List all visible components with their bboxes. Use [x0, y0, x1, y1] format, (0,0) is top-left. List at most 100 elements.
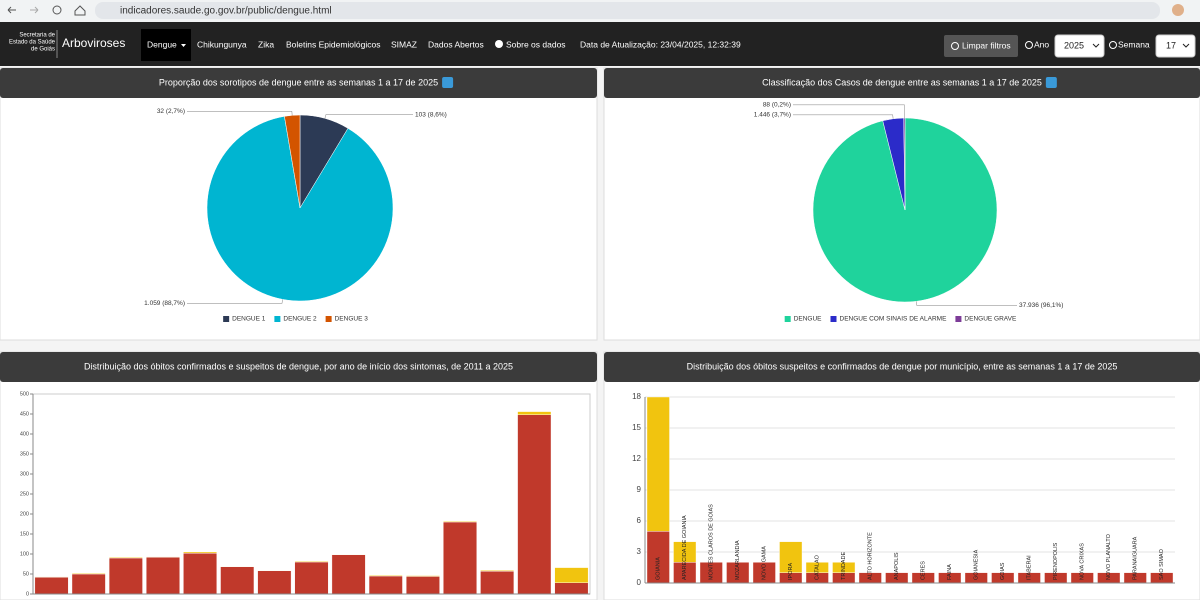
logo-line: de Goiás [31, 47, 55, 53]
clock-icon [1109, 41, 1117, 49]
legend-label: DENGUE 1 [232, 316, 266, 323]
home-button[interactable] [74, 5, 86, 16]
year-value: 2025 [1064, 40, 1084, 50]
update-time: Data de Atualização: 23/04/2025, 12:32:3… [580, 39, 741, 49]
y-tick-label: 400 [20, 431, 29, 437]
bar-segment [832, 562, 856, 573]
legend-label: DENGUE [794, 316, 822, 323]
legend-swatch [830, 316, 837, 322]
bar-segment [294, 561, 329, 595]
panel-title: Distribuição dos óbitos suspeitos e conf… [687, 361, 1118, 371]
reload-button[interactable] [52, 5, 62, 15]
panel-title: Distribuição dos óbitos confirmados e su… [84, 361, 513, 371]
bar-segment [673, 541, 697, 563]
panel [603, 351, 1200, 600]
bar-segment [554, 582, 589, 595]
data-label: 32 (2,7%) [157, 108, 185, 115]
y-tick-label: 50 [23, 571, 29, 577]
leader-line [187, 299, 284, 304]
panel-header [604, 68, 1200, 98]
week-select[interactable] [1155, 34, 1196, 58]
bar-segment [779, 541, 803, 573]
legend-swatch [784, 316, 791, 322]
brand[interactable]: Arboviroses [62, 36, 125, 50]
x-tick-label: SAO SIMAO [1159, 548, 1165, 580]
bar-segment [443, 521, 477, 523]
bar-segment [480, 570, 515, 572]
clear-icon [951, 42, 959, 50]
panel-header [0, 68, 597, 98]
panel-header [0, 352, 597, 382]
logo-line: Secretaria de [19, 33, 55, 39]
x-tick-label: PIRENOPOLIS [1053, 542, 1059, 580]
bar-segment [183, 551, 218, 554]
data-label: 88 (0,2%) [763, 102, 791, 109]
caret [181, 44, 186, 47]
x-tick-label: ITABERAI [1027, 555, 1033, 580]
bar-segment [71, 573, 106, 575]
bar-segment [34, 577, 69, 595]
bar-segment [517, 414, 552, 595]
bar-segment [108, 557, 143, 595]
x-tick-label: IPORA [788, 563, 794, 580]
forward-button[interactable] [30, 6, 39, 14]
leader-line [324, 114, 413, 119]
clear-label: Limpar filtros [962, 40, 1011, 50]
bar-segment [183, 553, 218, 595]
data-label: 103 (8,6%) [415, 111, 447, 118]
bar-segment [368, 575, 403, 595]
back-button[interactable] [7, 6, 16, 14]
nav-item[interactable]: SIMAZ [391, 39, 417, 49]
bar-segment [108, 557, 143, 559]
x-tick-label: NOVA CRIXAS [1080, 543, 1086, 580]
x-tick-label: PARANAIGUARA [1133, 536, 1139, 580]
profile-icon[interactable] [1172, 4, 1184, 16]
nav-item[interactable]: Dengue [147, 39, 177, 49]
bar-segment [646, 396, 670, 532]
x-tick-label: NOVO PLANALTO [1106, 533, 1112, 580]
clock-icon [1025, 41, 1033, 49]
nav-item[interactable]: Zika [258, 39, 274, 49]
y-tick-label: 0 [26, 591, 29, 597]
y-tick-label: 6 [637, 516, 642, 525]
bar-segment [220, 566, 255, 595]
x-tick-label: MOZARLANDIA [735, 540, 741, 580]
url: indicadores.saude.go.gov.br/public/dengu… [120, 6, 332, 17]
leader-line [187, 111, 293, 116]
year-label: Ano [1034, 39, 1049, 49]
bar-segment [443, 521, 477, 595]
y-tick-label: 150 [20, 531, 29, 537]
logo-line: Estado da Saúde [9, 40, 56, 46]
nav-item[interactable]: Dados Abertos [428, 39, 484, 49]
address-bar[interactable] [95, 2, 1160, 19]
x-tick-label: NOVO GAMA [762, 546, 768, 580]
y-tick-label: 300 [20, 471, 29, 477]
nav-item[interactable]: Boletins Epidemiológicos [286, 39, 381, 49]
nav-item[interactable]: Chikungunya [197, 39, 247, 49]
bar-segment [294, 561, 329, 563]
nav-item[interactable]: Sobre os dados [506, 39, 566, 49]
year-select[interactable] [1054, 34, 1105, 58]
x-tick-label: GOIANIA [656, 557, 662, 580]
info-icon [442, 77, 454, 88]
legend-label: DENGUE COM SINAIS DE ALARME [840, 316, 948, 323]
x-tick-label: CATALAO [815, 554, 821, 580]
bar-segment [405, 575, 440, 577]
y-tick-label: 15 [632, 423, 641, 432]
bar-segment [146, 557, 180, 595]
data-label: 1.059 (88,7%) [144, 300, 185, 307]
leader-line [915, 301, 1017, 306]
bar-segment [257, 570, 292, 595]
info-icon [495, 40, 503, 48]
legend-swatch [274, 316, 281, 322]
bar-segment [517, 411, 552, 416]
x-tick-label: CERES [921, 561, 927, 580]
caret [1092, 43, 1100, 48]
leader-line [793, 114, 894, 119]
y-tick-label: 9 [637, 485, 642, 494]
clear-button[interactable] [944, 35, 1018, 57]
legend-swatch [325, 316, 332, 322]
panel-header [604, 352, 1200, 382]
